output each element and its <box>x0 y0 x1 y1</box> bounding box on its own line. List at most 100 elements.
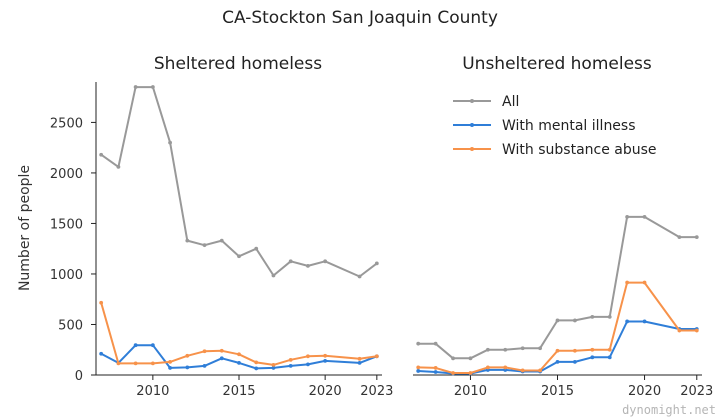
data-point <box>555 348 560 353</box>
data-point <box>416 369 421 373</box>
data-point <box>485 365 490 370</box>
legend-marker <box>470 147 474 151</box>
data-point <box>468 356 473 361</box>
x-tick-label: 2015 <box>541 384 574 399</box>
data-point <box>590 315 595 319</box>
series-line <box>100 302 377 366</box>
series-line <box>100 86 378 278</box>
y-tick-label: 500 <box>58 318 83 333</box>
series-line <box>100 344 378 370</box>
data-point <box>451 371 455 375</box>
data-point <box>607 347 612 352</box>
data-point <box>271 273 276 278</box>
data-point <box>219 356 224 361</box>
data-point <box>237 254 241 259</box>
data-point <box>116 164 121 169</box>
data-point <box>520 368 525 373</box>
y-tick-label: 2500 <box>50 116 83 131</box>
data-point <box>306 354 310 359</box>
data-point <box>306 263 310 268</box>
data-point <box>202 349 207 354</box>
panel-title-unsheltered: Unsheltered homeless <box>462 54 652 74</box>
y-tick-label: 1500 <box>50 217 83 232</box>
data-point <box>503 347 508 352</box>
plot-unsheltered: 2010 2015 2020 2023 <box>413 214 713 399</box>
data-point <box>116 361 121 366</box>
data-point <box>607 355 612 360</box>
data-point <box>133 85 138 89</box>
data-point <box>451 356 455 361</box>
data-point <box>99 351 104 356</box>
data-point <box>642 280 647 285</box>
data-point <box>202 364 207 368</box>
legend-item: All <box>453 94 519 110</box>
series-with-substance-abuse <box>416 280 699 375</box>
legend-item: With substance abuse <box>453 142 657 158</box>
data-point <box>271 362 276 367</box>
data-point <box>374 354 379 359</box>
data-point <box>168 359 172 364</box>
data-point <box>573 348 577 353</box>
data-point <box>133 361 138 366</box>
x-tick-label: 2020 <box>309 384 342 399</box>
data-point <box>625 214 630 219</box>
data-point <box>416 365 421 370</box>
data-point <box>642 214 647 219</box>
data-point <box>555 359 560 364</box>
y-tick-label: 1000 <box>50 268 83 283</box>
data-point <box>607 315 612 319</box>
data-point <box>150 85 155 89</box>
panel-title-sheltered: Sheltered homeless <box>154 54 322 74</box>
data-point <box>677 235 682 239</box>
data-point <box>677 328 682 333</box>
data-point <box>416 341 421 346</box>
x-tick-label: 2010 <box>136 384 169 399</box>
data-point <box>503 365 508 370</box>
data-point <box>237 360 241 365</box>
data-point <box>323 353 328 358</box>
data-point <box>254 246 259 251</box>
x-tick-label: 2023 <box>360 384 393 399</box>
figure-title: CA-Stockton San Joaquin County <box>222 8 498 28</box>
data-point <box>538 368 542 373</box>
data-point <box>202 243 207 248</box>
watermark: dynomight.net <box>622 403 716 417</box>
data-point <box>357 274 362 279</box>
data-point <box>433 370 438 374</box>
legend-label: With substance abuse <box>502 142 657 158</box>
data-point <box>323 358 328 363</box>
x-tick-label: 2010 <box>454 384 487 399</box>
y-tick-label: 2000 <box>50 167 83 182</box>
series-line <box>418 281 697 374</box>
data-point <box>288 357 293 362</box>
series-all <box>416 214 699 361</box>
data-point <box>433 366 438 370</box>
data-point <box>168 140 172 145</box>
data-point <box>185 238 190 243</box>
x-tick-label: 2023 <box>680 384 713 399</box>
legend-marker <box>470 99 474 103</box>
data-point <box>573 359 577 364</box>
data-point <box>219 238 224 243</box>
data-point <box>99 152 104 157</box>
legend-item: With mental illness <box>453 118 636 134</box>
data-point <box>150 361 155 366</box>
legend-marker <box>470 123 474 127</box>
legend: All With mental illness With substance abu… <box>453 94 657 158</box>
data-point <box>288 259 293 264</box>
data-point <box>694 328 699 333</box>
data-point <box>642 319 647 324</box>
plot-sheltered: 2010 2015 2020 2023 0 500 1000 1500 2000 2500 <box>50 82 393 399</box>
data-point <box>573 318 577 323</box>
data-point <box>625 319 630 324</box>
data-point <box>590 347 595 352</box>
data-point <box>237 352 241 357</box>
data-point <box>271 366 276 370</box>
data-point <box>374 261 379 266</box>
y-axis-label: Number of people <box>17 165 33 291</box>
data-point <box>357 360 362 365</box>
series-with-substance-abuse <box>99 300 379 367</box>
data-point <box>168 366 172 370</box>
data-point <box>219 348 224 353</box>
